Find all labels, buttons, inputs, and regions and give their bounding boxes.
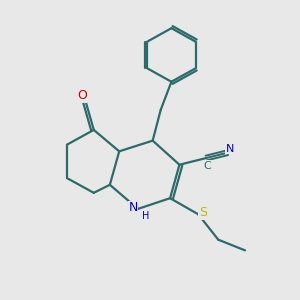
Text: C: C [204,160,212,170]
Text: H: H [142,212,150,221]
Text: N: N [226,144,234,154]
Text: S: S [199,206,207,219]
Text: N: N [128,201,138,214]
Text: O: O [77,89,87,102]
